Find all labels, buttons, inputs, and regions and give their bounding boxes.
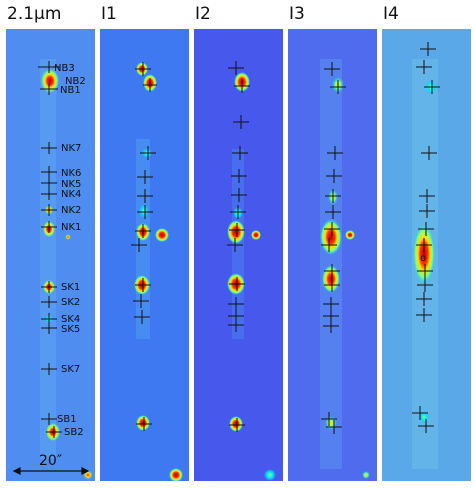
jet-axis-glow — [232, 149, 244, 339]
panel-i4-svg: o — [382, 29, 471, 481]
panel-i4-image: o — [382, 29, 471, 481]
jet-axis-glow — [320, 59, 342, 469]
panel-i1-image — [100, 29, 189, 481]
blob-east — [345, 230, 355, 240]
blob-nb2 — [41, 69, 59, 93]
panel-title-i3: I3 — [289, 4, 305, 24]
label-nk6: NK6 — [61, 168, 81, 179]
panel-title-i1: I1 — [101, 4, 117, 24]
blob-nk1 — [227, 220, 245, 244]
cross-markers — [412, 42, 440, 433]
label-sk7: SK7 — [61, 364, 80, 375]
panel-i2-svg — [194, 29, 283, 481]
label-sb1: SB1 — [57, 414, 77, 425]
label-sk2: SK2 — [61, 297, 80, 308]
label-sk1: SK1 — [61, 282, 80, 293]
label-nk5: NK5 — [61, 179, 81, 190]
blob-nk2 — [139, 204, 149, 218]
cross-markers — [131, 62, 157, 431]
panel-i1-svg — [100, 29, 189, 481]
marker-o-label: o — [420, 253, 426, 264]
label-nk7: NK7 — [61, 143, 81, 154]
cross-markers — [227, 61, 250, 432]
panel-2um-image: NB3 NB2 NB1 NK7 NK6 NK5 NK4 NK2 NK1 SK1 … — [6, 29, 95, 481]
blob-corner — [169, 468, 183, 481]
label-nk1: NK1 — [61, 222, 81, 233]
background — [288, 29, 377, 481]
jet-axis-glow — [40, 59, 56, 459]
blob-sk1 — [322, 265, 340, 293]
blob-sb — [136, 415, 150, 431]
label-sb2: SB2 — [64, 427, 84, 438]
label-sk5: SK5 — [61, 324, 80, 335]
scale-bar — [12, 467, 90, 475]
blob-corner — [362, 471, 370, 479]
panel-i3-svg — [288, 29, 377, 481]
label-nk2: NK2 — [61, 205, 81, 216]
cross-markers — [321, 62, 346, 434]
panel-title-2um: 2.1μm — [7, 4, 62, 24]
cross-markers — [38, 61, 62, 438]
blob-nk1 — [320, 219, 342, 255]
label-nb1: NB1 — [60, 85, 81, 96]
blob-sb — [325, 416, 337, 430]
panel-title-i4: I4 — [383, 4, 399, 24]
label-nk4: NK4 — [61, 189, 81, 200]
label-nb2: NB2 — [65, 76, 86, 87]
label-nb3: NB3 — [54, 63, 75, 74]
label-sk4: SK4 — [61, 314, 80, 325]
panel-i3-image — [288, 29, 377, 481]
panel-title-i2: I2 — [195, 4, 211, 24]
panel-i2-image — [194, 29, 283, 481]
blob-sb — [229, 416, 243, 432]
panel-2um-svg: NB3 NB2 NB1 NK7 NK6 NK5 NK4 NK2 NK1 SK1 … — [6, 29, 95, 481]
blob-core — [413, 224, 435, 284]
blob-corner — [264, 469, 276, 481]
blob-star — [65, 234, 71, 240]
blob-east — [155, 228, 169, 242]
blob-east — [251, 230, 261, 240]
scale-bar-label: 20″ — [39, 453, 62, 469]
